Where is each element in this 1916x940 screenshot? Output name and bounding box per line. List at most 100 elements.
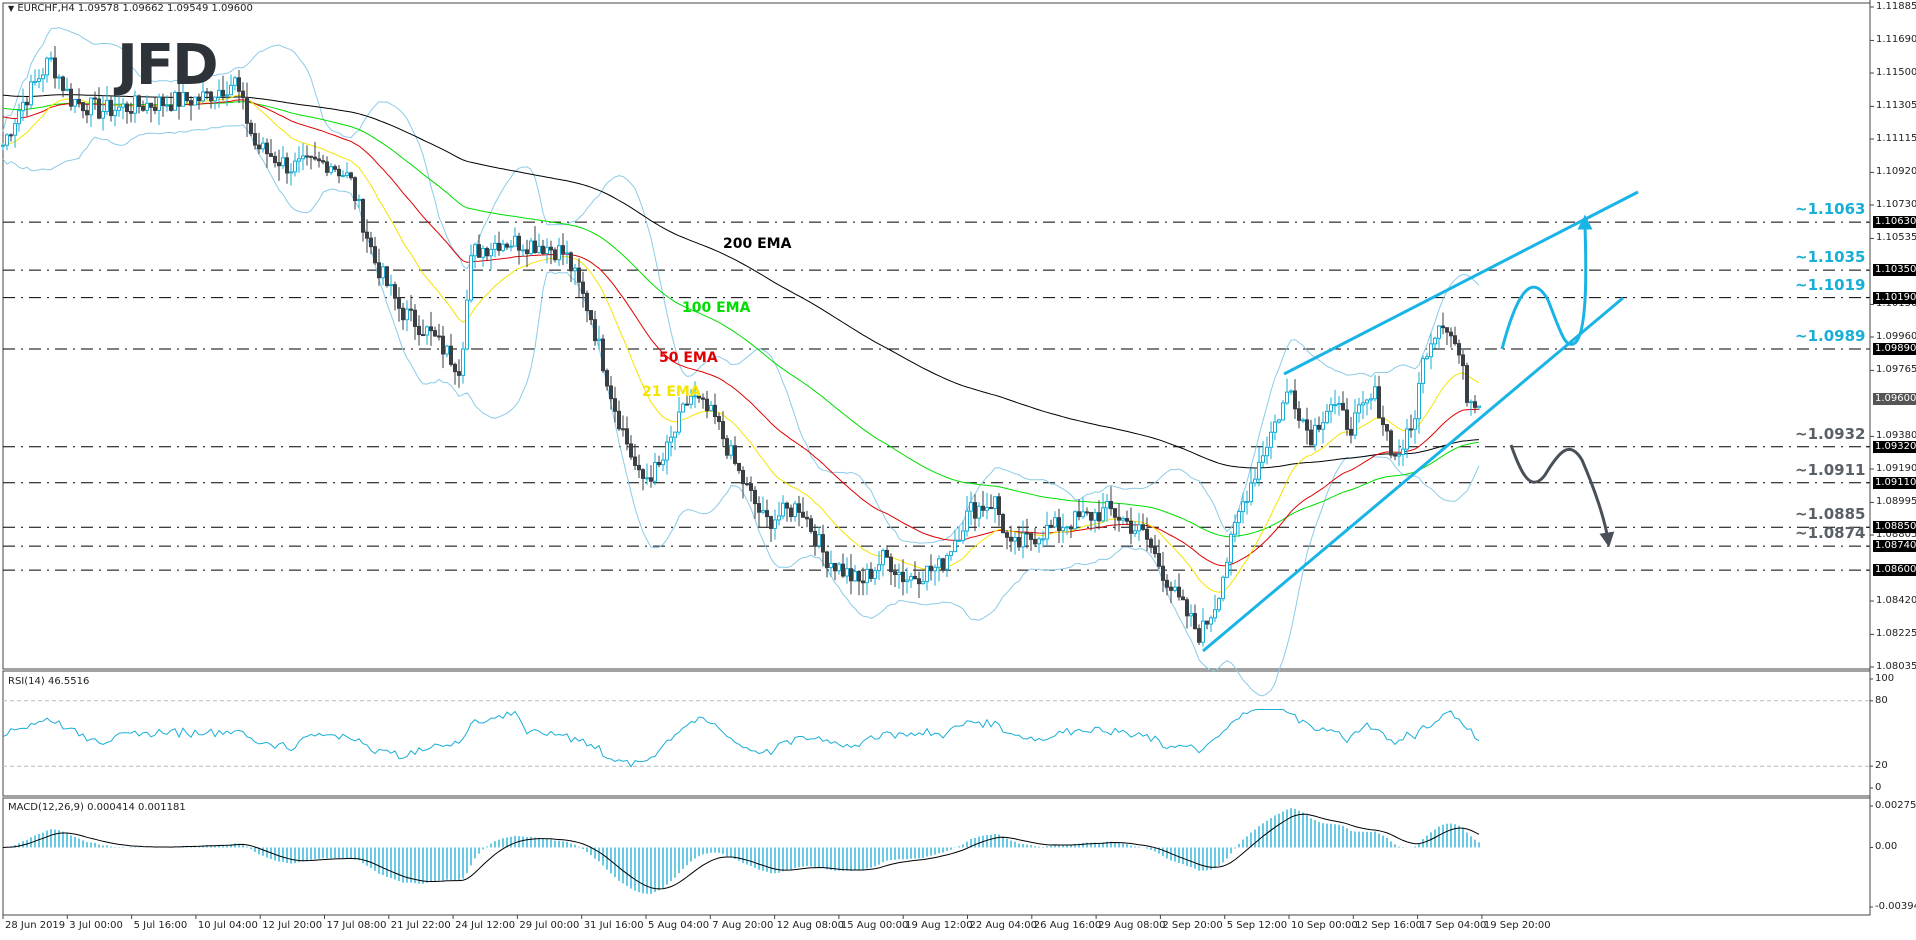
candle-body (425, 326, 429, 336)
candle-body (273, 155, 277, 164)
price-tick-label: 1.08995 (1876, 496, 1916, 508)
candle-body (969, 502, 973, 512)
candle-body (685, 403, 689, 406)
candle-body (661, 459, 665, 466)
date-tick-label: 19 Sep 20:00 (1483, 920, 1551, 931)
macd-title: MACD(12,26,9) 0.000414 0.001181 (8, 802, 186, 813)
candle-body (449, 345, 453, 365)
candle-body (397, 297, 401, 309)
candle-body (565, 252, 569, 255)
candle-body (1345, 409, 1349, 430)
candle-body (849, 568, 853, 582)
bullish-scenario-arrow[interactable] (1500, 214, 1593, 350)
candle-body (1141, 524, 1145, 530)
candle-body (973, 502, 977, 519)
candle-body (777, 515, 781, 521)
candle-body (1225, 561, 1229, 578)
date-tick-label: 10 Jul 04:00 (197, 920, 258, 931)
price-tick-label: 1.11690 (1876, 34, 1916, 46)
candle-body (353, 177, 357, 202)
price-tick-label: 1.10150 (1876, 298, 1916, 310)
candle-body (393, 284, 397, 299)
candle-body (1221, 576, 1225, 600)
price-tick-label: 1.10920 (1876, 166, 1916, 178)
candle-body (537, 245, 541, 254)
candle-body (77, 98, 81, 104)
candle-body (153, 106, 157, 111)
candle-body (241, 90, 245, 99)
candle-body (1197, 628, 1201, 643)
candle-body (1113, 508, 1117, 518)
candle-body (1277, 419, 1281, 423)
ema-label: 100 EMA (682, 300, 751, 316)
candle-body (469, 255, 473, 301)
candle-body (1477, 405, 1481, 408)
candle-body (73, 98, 77, 107)
candle-body (117, 106, 121, 111)
candle-body (653, 462, 657, 482)
candle-body (517, 235, 521, 251)
rsi-tick-label: 100 (1875, 673, 1895, 684)
candle-body (1029, 533, 1033, 540)
candle-body (861, 580, 865, 584)
candle-body (201, 91, 205, 102)
date-tick-label: 29 Jul 00:00 (519, 920, 580, 931)
candle-body (741, 469, 745, 485)
candle-body (825, 551, 829, 569)
candle-body (333, 166, 337, 170)
candle-body (365, 231, 369, 239)
date-tick-label: 12 Sep 16:00 (1355, 920, 1423, 931)
bearish-scenario-arrow[interactable] (1509, 444, 1615, 548)
candle-body (1205, 620, 1209, 625)
candle-body (1165, 579, 1169, 588)
candle-body (125, 103, 129, 113)
candle-body (657, 462, 661, 466)
price-level-box: 1.09320 (1873, 440, 1916, 453)
candle-body (513, 235, 517, 247)
date-tick-label: 5 Aug 04:00 (648, 920, 710, 931)
level-label: ~1.0989 (1795, 327, 1866, 345)
candle-body (437, 335, 441, 338)
candle-body (481, 247, 485, 258)
date-tick-label: 17 Sep 04:00 (1419, 920, 1487, 931)
collapse-triangle-icon[interactable]: ▼ (8, 4, 15, 13)
candle-body (949, 551, 953, 556)
candle-body (65, 88, 69, 91)
candle-body (793, 503, 797, 518)
candle-body (17, 110, 21, 125)
candle-body (285, 157, 289, 174)
candle-body (1, 144, 5, 147)
date-tick-label: 10 Sep 00:00 (1291, 920, 1358, 931)
candle-body (645, 477, 649, 480)
candle-body (681, 403, 685, 413)
candle-body (1025, 532, 1029, 535)
candle-body (853, 571, 857, 582)
price-tick-label: 1.08225 (1876, 628, 1916, 640)
candle-body (105, 99, 109, 112)
candle-body (761, 510, 765, 513)
candle-body (693, 395, 697, 398)
price-tick-label: 1.10535 (1876, 232, 1916, 244)
candle-body (545, 246, 549, 254)
candle-body (1137, 524, 1141, 532)
candle-body (953, 540, 957, 553)
candle-body (1037, 538, 1041, 545)
candle-body (1381, 417, 1385, 426)
candle-body (413, 309, 417, 327)
candle-body (197, 96, 201, 102)
candle-body (277, 162, 281, 167)
candle-body (1217, 598, 1221, 611)
bollinger-lower (2, 124, 1480, 697)
candle-body (881, 550, 885, 566)
candle-body (601, 338, 605, 372)
candle-body (1173, 586, 1177, 591)
price-tick-label: 1.08035 (1876, 661, 1916, 672)
channel-lower-line[interactable] (1202, 296, 1624, 653)
candle-body (533, 240, 537, 254)
candle-body (961, 530, 965, 542)
candle-body (701, 397, 705, 400)
candle-body (1213, 609, 1217, 619)
candle-body (281, 157, 285, 167)
